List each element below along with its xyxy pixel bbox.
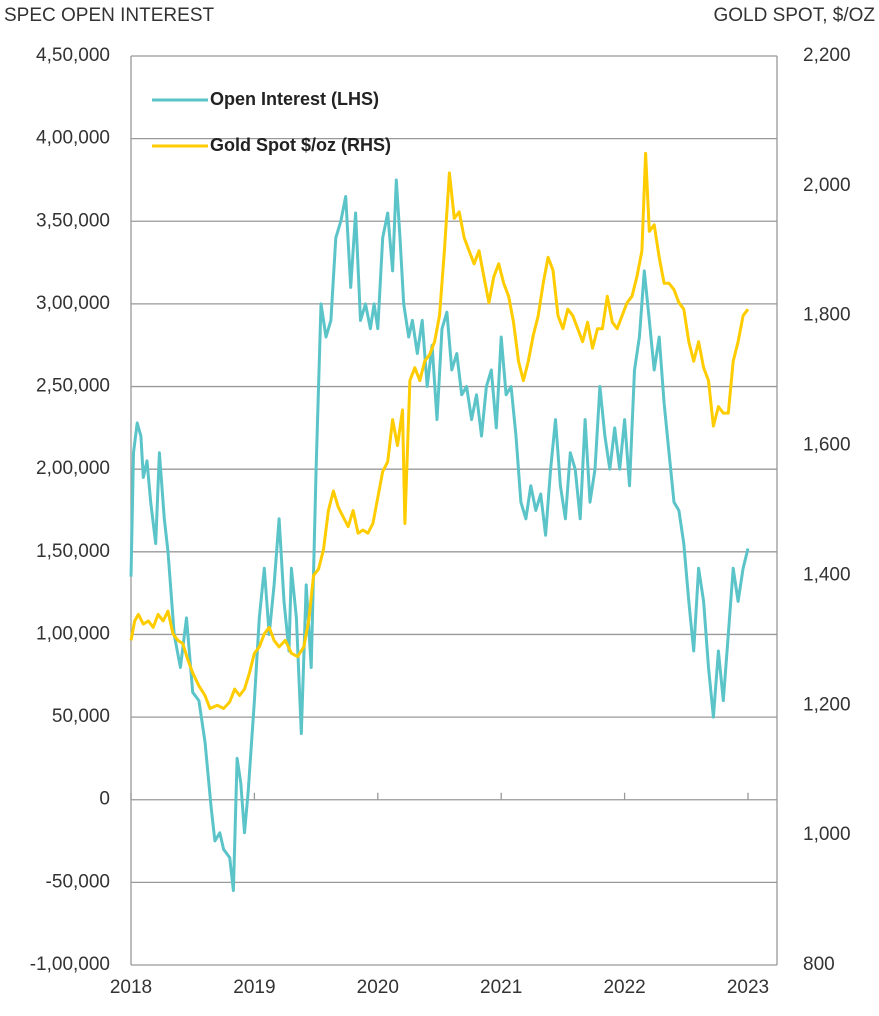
y-tick-label: -50,000	[46, 871, 110, 892]
series-line	[129, 151, 750, 710]
y-axis-title: SPEC OPEN INTEREST	[4, 5, 214, 26]
x-tick-label: 2021	[480, 977, 522, 998]
x-tick-label: 2022	[603, 977, 645, 998]
y2-tick-label: 2,000	[803, 175, 851, 196]
y-tick-label: 0	[99, 789, 110, 810]
legend-label: Gold Spot $/oz (RHS)	[210, 135, 391, 155]
y-tick-label: 3,50,000	[36, 210, 110, 231]
x-tick-label: 2023	[727, 977, 769, 998]
y2-axis-title: GOLD SPOT, $/OZ	[713, 5, 875, 26]
x-tick-label: 2018	[110, 977, 152, 998]
y2-tick-label: 1,400	[803, 564, 851, 585]
y2-tick-label: 1,000	[803, 824, 851, 845]
y-tick-label: 3,00,000	[36, 293, 110, 314]
legend: Open Interest (LHS) Gold Spot $/oz (RHS)	[152, 89, 391, 155]
y2-tick-label: 2,200	[803, 45, 851, 66]
series-line	[129, 178, 750, 893]
y-tick-label: 2,00,000	[36, 458, 110, 479]
y2-tick-label: 1,200	[803, 694, 851, 715]
y-tick-label: -1,00,000	[30, 954, 110, 975]
y-tick-label: 1,00,000	[36, 623, 110, 644]
legend-label: Open Interest (LHS)	[210, 89, 379, 109]
y2-tick-label: 1,800	[803, 305, 851, 326]
y-tick-label: 2,50,000	[36, 376, 110, 397]
y-tick-label: 1,50,000	[36, 541, 110, 562]
y2-tick-label: 800	[803, 954, 835, 975]
y-tick-label: 4,00,000	[36, 128, 110, 149]
y-tick-label: 4,50,000	[36, 45, 110, 66]
y-tick-label: 50,000	[52, 706, 110, 727]
x-tick-label: 2020	[357, 977, 399, 998]
y2-tick-label: 1,600	[803, 435, 851, 456]
x-tick-label: 2019	[233, 977, 275, 998]
